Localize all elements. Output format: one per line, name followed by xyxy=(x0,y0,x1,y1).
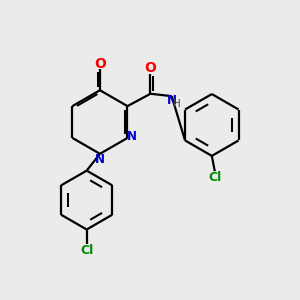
Text: H: H xyxy=(173,99,181,109)
Text: N: N xyxy=(95,153,105,166)
Text: Cl: Cl xyxy=(80,244,93,257)
Text: Cl: Cl xyxy=(208,171,221,184)
Text: O: O xyxy=(145,61,156,75)
Text: N: N xyxy=(167,94,177,107)
Text: O: O xyxy=(94,57,106,71)
Text: N: N xyxy=(127,130,137,143)
